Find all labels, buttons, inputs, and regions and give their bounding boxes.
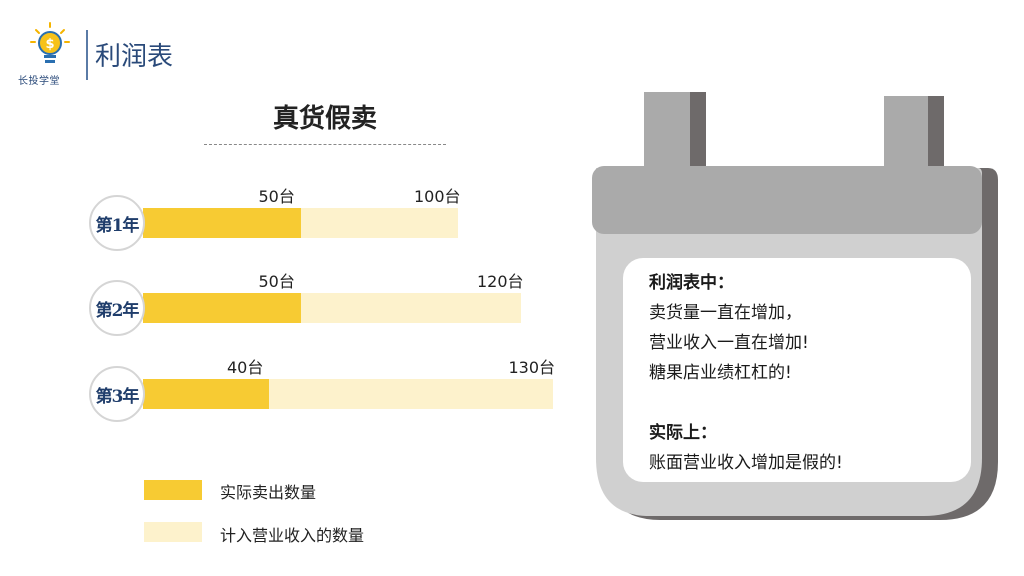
bar-label-actual: 50台: [258, 187, 295, 206]
header-divider: [86, 30, 88, 80]
note-line: 账面营业收入增加是假的!: [649, 453, 843, 473]
note-heading-actual: 实际上：: [649, 423, 717, 443]
lightbulb-coin-icon: $: [30, 22, 70, 63]
note-heading-statement: 利润表中：: [649, 273, 734, 293]
bar-label-actual: 50台: [258, 272, 295, 291]
board-top-band: [592, 166, 982, 234]
page-title: 利润表: [95, 42, 174, 72]
legend-label-recorded: 计入营业收入的数量: [220, 526, 365, 545]
year-badge: 第3年: [89, 366, 145, 422]
note-line: 营业收入一直在增加!: [649, 333, 809, 353]
legend-swatch-actual: [144, 480, 202, 500]
board-clip-right: [884, 96, 932, 166]
bar-label-recorded: 100台: [414, 187, 461, 206]
bar-actual: [143, 379, 269, 409]
note-line: 糖果店业绩杠杠的!: [649, 363, 792, 383]
year-badge: 第2年: [89, 280, 145, 336]
svg-text:$: $: [45, 37, 54, 52]
chart-title: 真货假卖: [272, 104, 377, 134]
logo-text: 长投学堂: [18, 76, 60, 87]
legend-swatch-recorded: [144, 522, 202, 542]
bar-label-recorded: 120台: [477, 272, 524, 291]
note-line: 卖货量一直在增加，: [649, 303, 802, 323]
board-clip-left: [644, 92, 696, 166]
year-badge: 第1年: [89, 195, 145, 251]
note-spacer: [649, 388, 945, 418]
bar-actual: [143, 293, 301, 323]
bar-actual: [143, 208, 301, 238]
title-divider: [204, 144, 446, 145]
bar-label-actual: 40台: [227, 358, 264, 377]
legend-label-actual: 实际卖出数量: [220, 483, 317, 502]
bar-label-recorded: 130台: [508, 358, 556, 377]
logo: $ 长投学堂: [18, 22, 82, 87]
note-card: 利润表中： 卖货量一直在增加， 营业收入一直在增加! 糖果店业绩杠杠的! 实际上…: [623, 258, 971, 482]
